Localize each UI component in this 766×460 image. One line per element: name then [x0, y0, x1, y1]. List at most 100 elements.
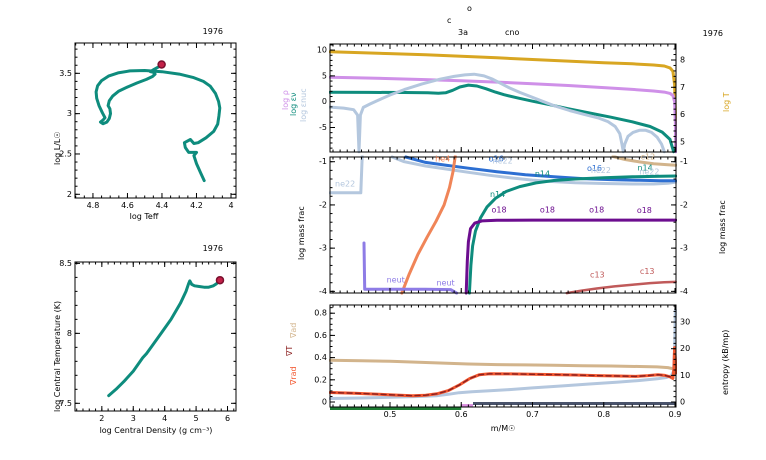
tick-label: 8 — [67, 329, 72, 338]
tick-label: 4.4 — [156, 201, 169, 210]
tick-label: 0.4 — [314, 353, 327, 362]
series-he4 — [400, 155, 457, 295]
tick-label: -2 — [319, 200, 327, 209]
tick-label: 0 — [680, 397, 685, 406]
curve-label-n14: n14 — [637, 163, 652, 172]
tick-label: -4 — [319, 287, 327, 296]
grad-T-axis-title: ∇T — [285, 345, 294, 356]
curve-label-c13: c13 — [640, 267, 655, 276]
tick-label: 10 — [680, 371, 690, 380]
trho-chart: 2 3 4 5 6 7.5 8 8.5 — [59, 259, 237, 423]
mass-x-axis-title: m/M☉ — [490, 424, 516, 433]
tick-label: -3 — [319, 244, 327, 253]
curve-label-o16: o16 — [587, 164, 602, 173]
tick-label: -1 — [319, 157, 327, 166]
series-grad-rad — [329, 346, 677, 398]
curve-label-c13: c13 — [590, 271, 605, 280]
burn-label-cno: cno — [505, 28, 520, 37]
series-n14 — [467, 174, 677, 295]
curve-label-o18: o18 — [491, 205, 506, 214]
massfrac-right-axis-title: log mass frac — [718, 200, 727, 254]
current-model-dot — [215, 275, 225, 285]
tick-label: -2 — [680, 200, 688, 209]
curve-label-o18: o18 — [589, 205, 604, 214]
current-model-dot — [157, 60, 166, 69]
abund-frame — [329, 156, 677, 294]
hr-frame — [74, 42, 237, 199]
series-ne22 — [329, 155, 677, 195]
power-eps-nuc-axis-title: log εnuc — [299, 88, 308, 122]
trho-frame — [74, 261, 237, 412]
power-chart: -5 0 5 10 5 6 7 8 — [317, 43, 685, 154]
tick-label: 5 — [194, 414, 199, 423]
tick-label: 4.2 — [190, 201, 203, 210]
series-c13 — [565, 280, 677, 295]
tick-label: 4.8 — [87, 201, 100, 210]
tick-label: 4 — [228, 201, 233, 210]
grad-frame — [329, 304, 677, 408]
tick-label: 0.9 — [669, 410, 682, 419]
grad-ad-axis-title: ∇ad — [289, 322, 298, 338]
tick-label: 2.5 — [59, 149, 72, 158]
tick-label: 5 — [680, 137, 685, 146]
burn-label-o: o — [467, 4, 472, 13]
logT-axis-title: log T — [722, 92, 731, 112]
tick-label: 0.6 — [455, 410, 468, 419]
tick-label: 6 — [680, 110, 685, 119]
series-neut — [362, 241, 459, 295]
entropy-axis-title: entropy (kB/mp) — [721, 329, 730, 395]
tick-label: 2 — [99, 414, 104, 423]
tick-label: 8.5 — [59, 259, 72, 268]
trho-y-axis-title: log Central Temperature (K) — [53, 300, 62, 412]
series-logRho — [329, 75, 677, 154]
curve-label-neut: neut — [436, 278, 454, 287]
tick-label: 3 — [131, 414, 136, 423]
curve-label-n14: n14 — [490, 190, 505, 199]
model-number-hr: 1976 — [202, 27, 223, 36]
curve-label-ne22: ne22 — [492, 156, 512, 165]
hr-y-axis-title: log L/L☉ — [53, 131, 62, 165]
tick-label: -3 — [680, 244, 688, 253]
tick-label: 30 — [680, 318, 690, 327]
tick-label: 7.5 — [59, 399, 72, 408]
grad-chart: 0.5 0.6 0.7 0.8 0.9 0 0.2 0.4 0.6 0.8 0 10 20 30 — [314, 304, 690, 419]
series-center-track — [107, 278, 222, 398]
hr-x-axis-title: log Teff — [129, 212, 159, 221]
series-evolution-track — [94, 63, 222, 183]
tick-label: 6 — [225, 414, 230, 423]
tick-label: 2 — [67, 190, 72, 199]
tick-label: 4 — [162, 414, 167, 423]
curve-label-o16: o16 — [489, 154, 504, 163]
power-eps-nu-axis-title: log εν — [289, 92, 298, 116]
tick-label: 5 — [322, 71, 327, 80]
curve-label-o18: o18 — [637, 206, 652, 215]
tick-label: 8 — [680, 55, 685, 64]
grad-rad-axis-title: ∇rad — [289, 366, 298, 385]
curve-label-o18: o18 — [540, 205, 555, 214]
series-grad-ad — [329, 358, 677, 374]
tick-label: -5 — [319, 123, 327, 132]
tick-label: 0.8 — [314, 309, 327, 318]
curve-label-ne22: ne22 — [335, 180, 355, 189]
hr-chart: 4.8 4.6 4.4 4.2 4 2 2.5 3 3.5 — [59, 42, 237, 210]
series-eps-nu — [329, 83, 676, 154]
series-o18 — [464, 218, 677, 295]
trho-x-axis-title: log Central Density (g cm⁻³) — [99, 426, 213, 435]
series-entropy — [329, 308, 677, 400]
series-o16 — [404, 155, 677, 183]
tick-label: 0.5 — [384, 410, 397, 419]
tick-label: 0.6 — [314, 331, 327, 340]
tick-label: 10 — [317, 46, 327, 55]
tick-label: 3 — [67, 109, 72, 118]
curve-label-c12: c12 — [641, 153, 656, 162]
tick-label: -4 — [680, 287, 688, 296]
tick-label: 0 — [322, 398, 327, 407]
tick-label: -1 — [680, 157, 688, 166]
tick-label: 7 — [680, 83, 685, 92]
curve-label-ne22: ne22 — [591, 166, 611, 175]
series-grad-T — [329, 373, 674, 397]
curve-label-n14: n14 — [535, 170, 550, 179]
